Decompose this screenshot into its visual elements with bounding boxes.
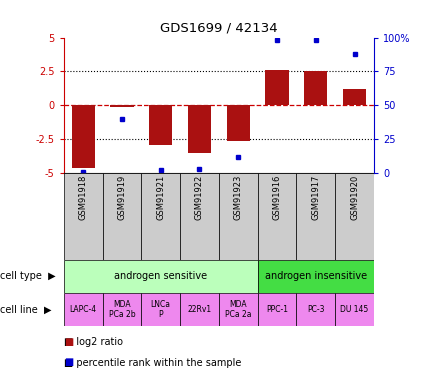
Bar [102, 293, 141, 326]
Text: GSM91920: GSM91920 [350, 175, 359, 220]
Bar [188, 105, 211, 153]
Bar [219, 173, 258, 260]
Text: GSM91918: GSM91918 [79, 175, 88, 220]
Bar [258, 260, 374, 293]
Bar [102, 173, 141, 260]
Text: ■ percentile rank within the sample: ■ percentile rank within the sample [64, 357, 241, 368]
Bar [335, 293, 374, 326]
Text: cell line  ▶: cell line ▶ [0, 304, 51, 315]
Bar [296, 173, 335, 260]
Bar [335, 173, 374, 260]
Bar [64, 173, 102, 260]
Text: LAPC-4: LAPC-4 [70, 305, 97, 314]
Text: LNCa
P: LNCa P [151, 300, 171, 320]
Bar [296, 293, 335, 326]
Text: PC-3: PC-3 [307, 305, 325, 314]
Text: GSM91922: GSM91922 [195, 175, 204, 220]
Bar [141, 293, 180, 326]
Bar [149, 105, 172, 145]
Text: 22Rv1: 22Rv1 [187, 305, 212, 314]
Title: GDS1699 / 42134: GDS1699 / 42134 [160, 22, 278, 35]
Bar [141, 173, 180, 260]
Text: cell type  ▶: cell type ▶ [0, 272, 56, 282]
Text: ■: ■ [64, 357, 73, 368]
Text: GSM91917: GSM91917 [312, 175, 320, 220]
Text: androgen insensitive: androgen insensitive [265, 272, 367, 282]
Text: GSM91923: GSM91923 [234, 175, 243, 220]
Bar [265, 70, 289, 105]
Bar [180, 293, 219, 326]
Bar [64, 293, 102, 326]
Text: ■: ■ [64, 337, 73, 347]
Bar [110, 105, 133, 107]
Text: MDA
PCa 2a: MDA PCa 2a [225, 300, 252, 320]
Text: GSM91919: GSM91919 [117, 175, 126, 220]
Bar [64, 260, 258, 293]
Text: androgen sensitive: androgen sensitive [114, 272, 207, 282]
Text: MDA
PCa 2b: MDA PCa 2b [109, 300, 135, 320]
Bar [304, 71, 327, 105]
Bar [180, 173, 219, 260]
Text: GSM91921: GSM91921 [156, 175, 165, 220]
Bar [71, 105, 95, 168]
Bar [219, 293, 258, 326]
Text: PPC-1: PPC-1 [266, 305, 288, 314]
Bar [227, 105, 250, 141]
Text: GSM91916: GSM91916 [272, 175, 281, 220]
Bar [258, 293, 296, 326]
Text: DU 145: DU 145 [340, 305, 369, 314]
Text: ■ log2 ratio: ■ log2 ratio [64, 337, 123, 347]
Bar [343, 89, 366, 105]
Bar [258, 173, 296, 260]
